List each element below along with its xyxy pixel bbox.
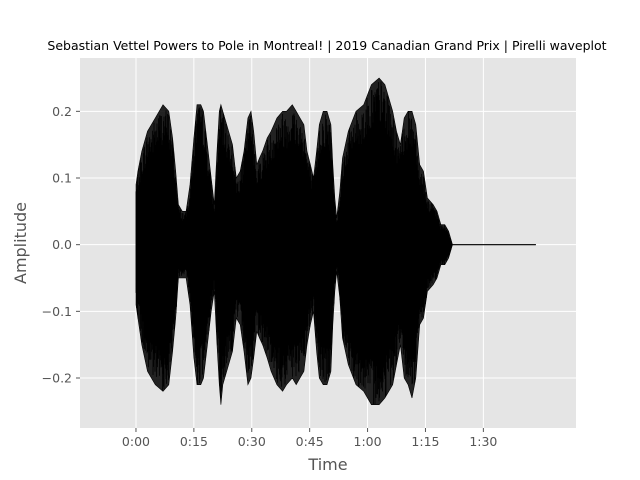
y-axis-label: Amplitude — [11, 202, 30, 284]
y-tick-label: 0.2 — [52, 104, 72, 119]
x-axis-label: Time — [307, 455, 347, 474]
y-tick-label: −0.2 — [42, 371, 72, 386]
y-tick-label: 0.0 — [52, 237, 72, 252]
x-axis-ticks: 0:00 0:15 0:30 0:45 1:00 1:15 1:30 — [122, 428, 497, 449]
y-tick-label: −0.1 — [42, 304, 72, 319]
x-tick-label: 1:00 — [354, 434, 382, 449]
y-tick-label: 0.1 — [52, 171, 72, 186]
x-tick-label: 1:15 — [411, 434, 439, 449]
x-tick-label: 0:45 — [296, 434, 324, 449]
chart-title: Sebastian Vettel Powers to Pole in Montr… — [47, 38, 606, 53]
x-tick-label: 0:00 — [122, 434, 150, 449]
x-tick-label: 0:30 — [238, 434, 266, 449]
y-axis-ticks: 0.2 0.1 0.0 −0.1 −0.2 — [42, 104, 80, 386]
x-tick-label: 0:15 — [180, 434, 208, 449]
x-tick-label: 1:30 — [469, 434, 497, 449]
series-layer — [135, 77, 536, 405]
